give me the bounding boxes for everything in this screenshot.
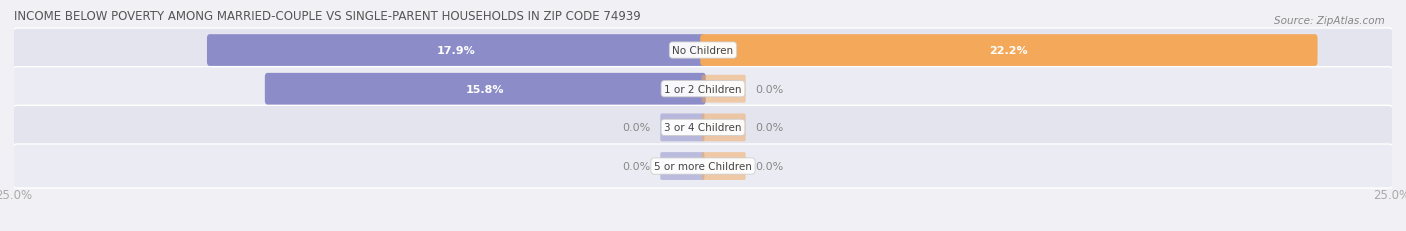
Text: 15.8%: 15.8%: [465, 84, 505, 94]
Text: 0.0%: 0.0%: [623, 161, 651, 171]
FancyBboxPatch shape: [700, 35, 1317, 67]
FancyBboxPatch shape: [702, 114, 745, 142]
FancyBboxPatch shape: [207, 35, 706, 67]
Text: No Children: No Children: [672, 46, 734, 56]
Text: 3 or 4 Children: 3 or 4 Children: [664, 123, 742, 133]
Text: 22.2%: 22.2%: [990, 46, 1028, 56]
FancyBboxPatch shape: [264, 73, 706, 105]
Text: 0.0%: 0.0%: [755, 123, 783, 133]
Text: 25.0%: 25.0%: [1374, 189, 1406, 202]
FancyBboxPatch shape: [13, 67, 1393, 111]
Text: 0.0%: 0.0%: [623, 123, 651, 133]
FancyBboxPatch shape: [13, 29, 1393, 73]
Text: 25.0%: 25.0%: [0, 189, 32, 202]
FancyBboxPatch shape: [13, 106, 1393, 150]
FancyBboxPatch shape: [661, 152, 704, 180]
Text: 0.0%: 0.0%: [755, 84, 783, 94]
Text: Source: ZipAtlas.com: Source: ZipAtlas.com: [1274, 16, 1385, 26]
Text: 1 or 2 Children: 1 or 2 Children: [664, 84, 742, 94]
Text: 5 or more Children: 5 or more Children: [654, 161, 752, 171]
FancyBboxPatch shape: [702, 76, 745, 103]
FancyBboxPatch shape: [13, 144, 1393, 188]
Text: 17.9%: 17.9%: [437, 46, 475, 56]
FancyBboxPatch shape: [702, 152, 745, 180]
FancyBboxPatch shape: [661, 114, 704, 142]
Text: 0.0%: 0.0%: [755, 161, 783, 171]
Text: INCOME BELOW POVERTY AMONG MARRIED-COUPLE VS SINGLE-PARENT HOUSEHOLDS IN ZIP COD: INCOME BELOW POVERTY AMONG MARRIED-COUPL…: [14, 9, 641, 22]
